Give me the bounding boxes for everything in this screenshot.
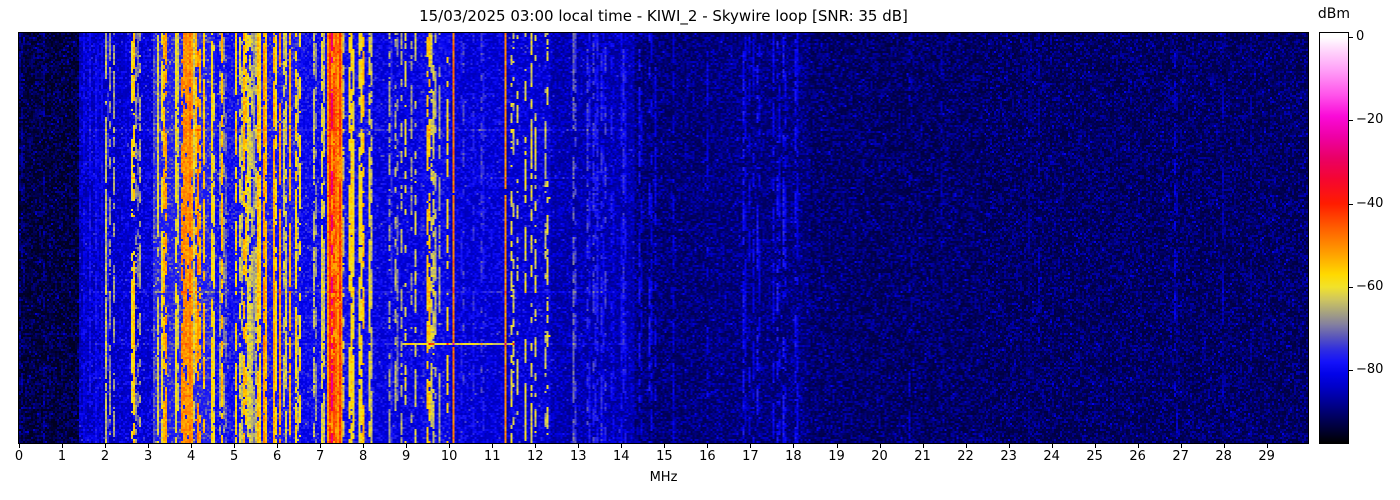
colorbar-tick xyxy=(1349,203,1353,205)
x-tick-label: 1 xyxy=(57,449,67,464)
x-tick xyxy=(922,444,924,448)
colorbar-unit-label: dBm xyxy=(1317,6,1351,22)
x-tick-label: 16 xyxy=(699,449,716,464)
x-tick-label: 3 xyxy=(143,449,153,464)
x-tick xyxy=(1008,444,1010,448)
x-tick xyxy=(750,444,752,448)
x-tick-label: 13 xyxy=(570,449,587,464)
x-tick xyxy=(664,444,666,448)
colorbar-tick-label: −60 xyxy=(1356,278,1384,294)
x-tick-label: 12 xyxy=(527,449,544,464)
colorbar-tick-label: −20 xyxy=(1356,112,1384,128)
x-tick-label: 14 xyxy=(613,449,630,464)
colorbar-tick-label: 0 xyxy=(1356,29,1365,45)
x-tick xyxy=(19,444,20,448)
spectrogram-canvas xyxy=(19,33,1308,443)
x-tick-label: 26 xyxy=(1129,449,1146,464)
x-tick-label: 6 xyxy=(272,449,282,464)
x-tick xyxy=(277,444,279,448)
x-tick-label: 0 xyxy=(14,449,24,464)
x-tick-label: 22 xyxy=(957,449,974,464)
x-tick-label: 27 xyxy=(1172,449,1189,464)
x-tick xyxy=(1094,444,1096,448)
colorbar-tick-label: −80 xyxy=(1356,362,1384,378)
x-tick xyxy=(1051,444,1053,448)
x-tick-label: 19 xyxy=(828,449,845,464)
x-tick xyxy=(105,444,106,448)
x-tick-label: 7 xyxy=(316,449,325,464)
colorbar-tick xyxy=(1349,37,1353,39)
x-tick-label: 11 xyxy=(484,449,501,464)
colorbar-tick xyxy=(1349,120,1353,122)
x-tick xyxy=(492,444,494,448)
colorbar-tick xyxy=(1349,370,1353,372)
x-tick xyxy=(1137,444,1139,448)
x-tick-label: 28 xyxy=(1215,449,1232,464)
x-tick xyxy=(148,444,150,448)
x-tick-label: 17 xyxy=(742,449,759,464)
x-tick-label: 8 xyxy=(359,449,368,464)
x-tick xyxy=(320,444,322,448)
x-tick xyxy=(535,444,537,448)
spectrogram-plot-area xyxy=(18,32,1309,444)
colorbar-tick-label: −40 xyxy=(1356,195,1384,211)
x-tick xyxy=(449,444,451,448)
x-tick xyxy=(406,444,408,448)
x-tick xyxy=(879,444,881,448)
x-tick-label: 2 xyxy=(100,449,110,464)
x-tick-label: 18 xyxy=(785,449,802,464)
x-tick-label: 5 xyxy=(229,449,239,464)
x-tick xyxy=(793,444,795,448)
x-axis-label: MHz xyxy=(649,470,678,485)
x-tick-label: 25 xyxy=(1086,449,1103,464)
x-tick xyxy=(707,444,709,448)
x-tick xyxy=(363,444,365,448)
plot-title: 15/03/2025 03:00 local time - KIWI_2 - S… xyxy=(419,7,908,25)
x-tick xyxy=(965,444,967,448)
x-tick xyxy=(1223,444,1225,448)
x-tick xyxy=(1266,444,1268,448)
x-tick-label: 24 xyxy=(1043,449,1060,464)
x-tick xyxy=(191,444,193,448)
x-tick-label: 23 xyxy=(1000,449,1017,464)
x-tick-label: 4 xyxy=(186,449,196,464)
x-tick xyxy=(234,444,236,448)
x-tick xyxy=(836,444,838,448)
x-tick xyxy=(578,444,580,448)
x-tick-label: 10 xyxy=(440,449,458,464)
x-tick-label: 20 xyxy=(871,449,888,464)
x-tick-label: 15 xyxy=(656,449,673,464)
colorbar-gradient xyxy=(1319,32,1349,444)
x-tick xyxy=(1180,444,1182,448)
x-tick-label: 21 xyxy=(914,449,931,464)
colorbar-tick xyxy=(1349,286,1353,288)
x-tick-label: 9 xyxy=(402,449,411,464)
x-tick xyxy=(621,444,623,448)
x-tick xyxy=(62,444,63,448)
x-tick-label: 29 xyxy=(1258,449,1275,464)
